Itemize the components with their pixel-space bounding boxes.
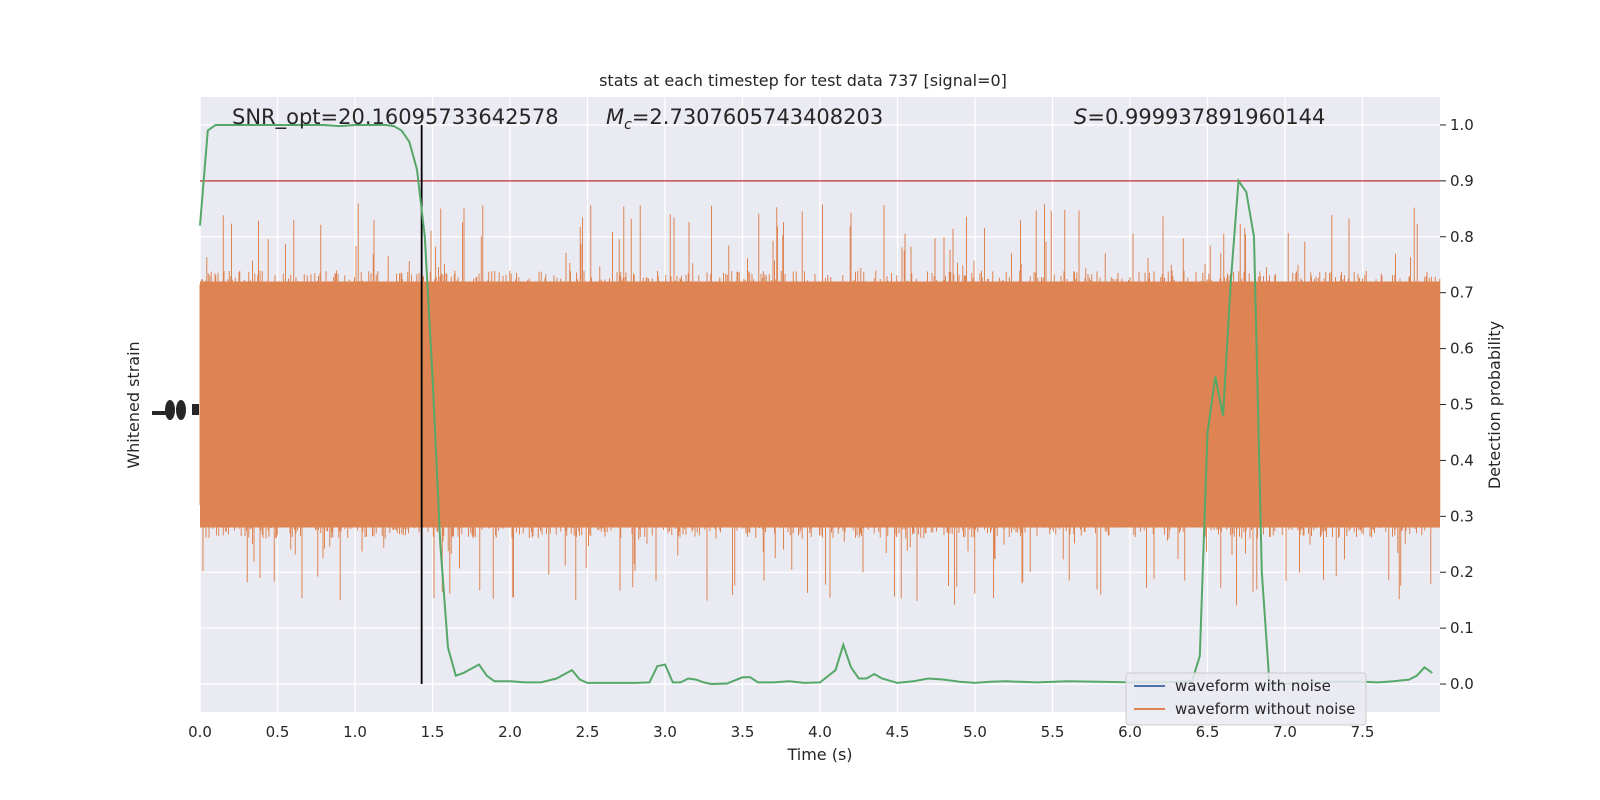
right-y-axis-title: Detection probability — [1485, 321, 1504, 489]
legend-box — [1125, 672, 1367, 726]
chirp-mass-annotation: Mc=2.7307605743408203 — [606, 105, 883, 133]
y-tick-label: 0.6 — [1450, 340, 1474, 358]
x-tick-label: 3.5 — [731, 723, 755, 741]
x-axis-title: Time (s) — [786, 745, 852, 764]
y-tick-label: 0.2 — [1450, 563, 1474, 581]
x-tick-label: 3.0 — [653, 723, 677, 741]
y-tick-label: 0.1 — [1450, 619, 1474, 637]
legend-label-with-noise: waveform with noise — [1175, 677, 1331, 695]
x-tick-label: 1.5 — [421, 723, 445, 741]
left-y-axis-title: Whitened strain — [124, 341, 143, 468]
legend: waveform with noise waveform without noi… — [1125, 672, 1367, 726]
waveform-without-noise-series — [199, 203, 1441, 606]
y-tick-label: 0.8 — [1450, 228, 1474, 246]
right-y-tick-labels: 0.0 0.1 0.2 0.3 0.4 0.5 0.6 0.7 0.8 0.9 1.0 — [1440, 116, 1474, 693]
x-tick-label: 0.0 — [188, 723, 212, 741]
x-tick-label: 6.0 — [1118, 723, 1142, 741]
y-tick-label: 0.4 — [1450, 451, 1474, 469]
s-annotation: S=0.999937891960144 — [1074, 105, 1325, 129]
left-axis-overlapping-ticks — [152, 400, 199, 420]
noise-waveform-path — [199, 203, 1441, 606]
x-tick-label: 0.5 — [266, 723, 290, 741]
x-tick-label: 5.5 — [1041, 723, 1065, 741]
x-tick-label: 5.0 — [963, 723, 987, 741]
x-tick-label: 2.0 — [498, 723, 522, 741]
snr-annotation: SNR_opt=20.16095733642578 — [232, 105, 559, 130]
detection-probability-line — [199, 124, 1433, 686]
chart-title: stats at each timestep for test data 737… — [599, 71, 1007, 90]
legend-label-without-noise: waveform without noise — [1175, 700, 1355, 718]
x-tick-label: 7.5 — [1351, 723, 1375, 741]
x-tick-label: 4.0 — [808, 723, 832, 741]
x-tick-label: 1.0 — [343, 723, 367, 741]
x-tick-label: 2.5 — [576, 723, 600, 741]
x-tick-labels: 0.0 0.5 1.0 1.5 2.0 2.5 3.0 3.5 4.0 4.5 5.0 5.5 6.0 6… — [188, 723, 1374, 741]
y-tick-label: 0.9 — [1450, 172, 1474, 190]
y-tick-label: 0.7 — [1450, 284, 1474, 302]
x-tick-label: 6.5 — [1196, 723, 1220, 741]
x-tick-label: 7.0 — [1273, 723, 1297, 741]
y-tick-label: 0.0 — [1450, 675, 1474, 693]
y-tick-label: 1.0 — [1450, 116, 1474, 134]
y-tick-label: 0.3 — [1450, 507, 1474, 525]
x-tick-label: 4.5 — [886, 723, 910, 741]
y-tick-label: 0.5 — [1450, 396, 1474, 414]
